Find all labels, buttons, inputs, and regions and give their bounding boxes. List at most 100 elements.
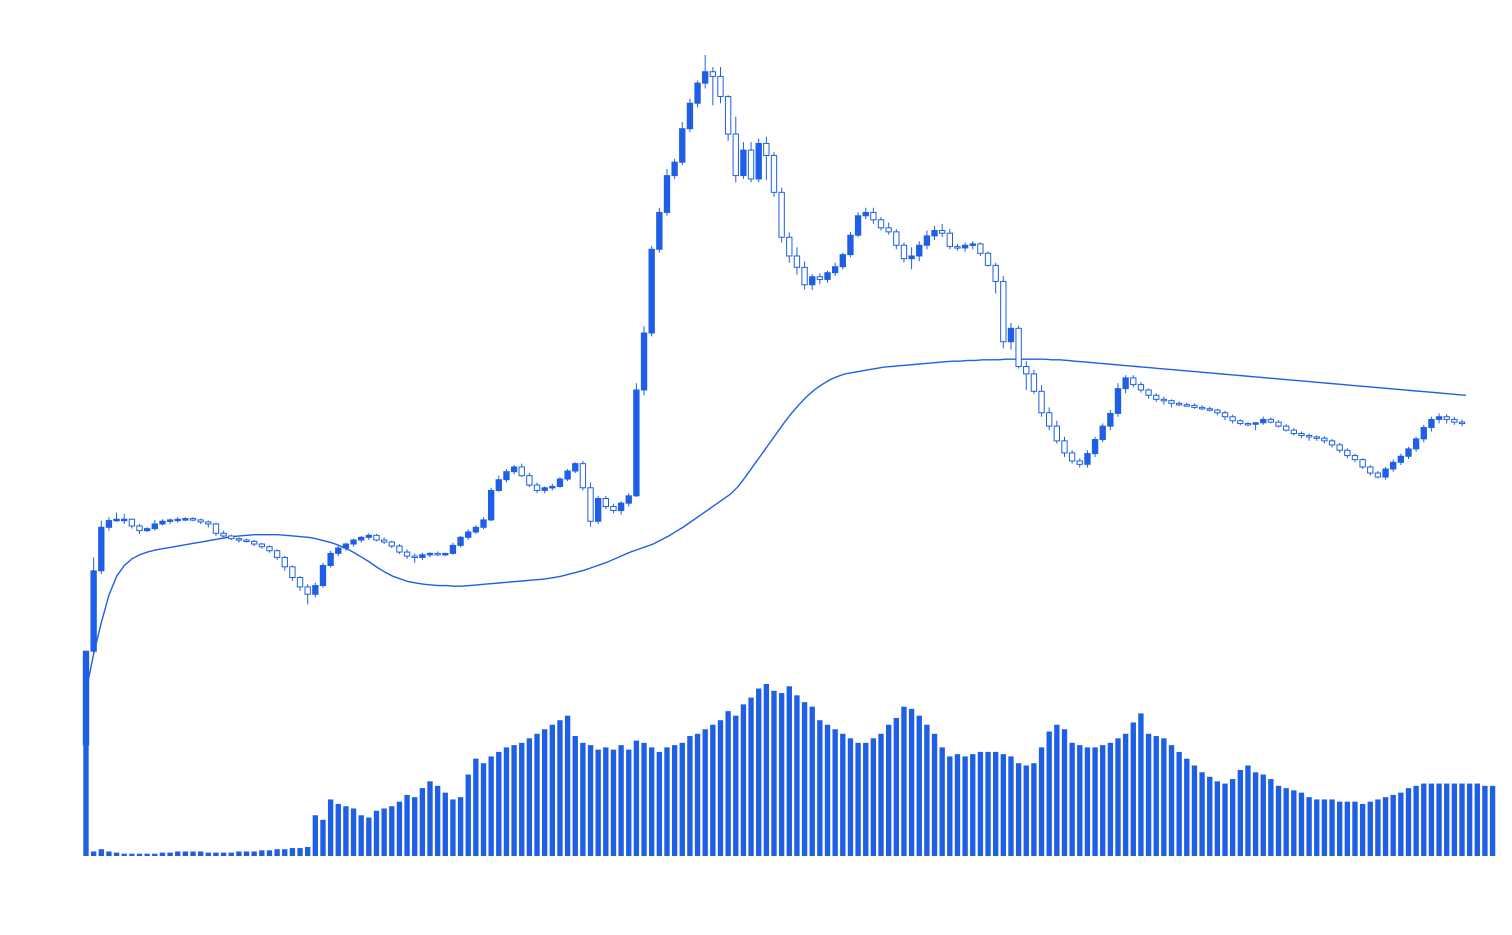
candle-body-up <box>740 149 747 177</box>
candle <box>1313 435 1320 441</box>
candle-body-down <box>1328 440 1336 446</box>
volume-bar <box>1390 794 1396 856</box>
candle <box>434 551 441 557</box>
candle-body-down <box>518 466 525 477</box>
volume-bar <box>1000 754 1007 856</box>
volume-bar <box>1199 772 1205 856</box>
candle <box>350 538 357 547</box>
candle-body-up <box>809 276 816 286</box>
candle-body-up <box>472 526 480 533</box>
candle <box>755 138 762 183</box>
candle <box>1221 410 1229 421</box>
candle-body-up <box>1084 453 1091 465</box>
volume-bar <box>618 745 624 856</box>
candle <box>1283 424 1290 432</box>
candle-body-down <box>526 475 533 486</box>
volume-bar <box>1191 765 1198 856</box>
volume-bar <box>419 788 426 856</box>
volume-bar <box>282 849 288 856</box>
volume-bar <box>1298 792 1305 856</box>
volume-bar <box>381 808 387 856</box>
candle-body-down <box>1023 366 1030 375</box>
volume-bar <box>404 794 410 856</box>
candle <box>136 523 143 534</box>
volume-bar <box>358 815 364 856</box>
volume-bar <box>587 745 594 856</box>
volume-bar <box>1061 729 1068 856</box>
candle <box>1328 438 1336 448</box>
candle-body-down <box>1076 460 1083 465</box>
candle <box>403 549 411 559</box>
volume-bar <box>259 850 265 856</box>
volume-bar <box>243 851 250 856</box>
volume-bar <box>778 693 785 856</box>
candle-body-down <box>977 243 984 254</box>
volume-bar <box>473 758 479 856</box>
volume-bar <box>1337 801 1343 856</box>
candle-body-up <box>319 564 327 587</box>
candle <box>954 243 961 251</box>
volume-bar <box>412 797 418 856</box>
candle-body-down <box>1206 408 1213 411</box>
candle <box>648 245 655 337</box>
candle-body-down <box>1015 327 1022 368</box>
candle-body-up <box>686 102 694 130</box>
volume-bar <box>687 736 693 856</box>
candle <box>243 538 250 543</box>
candle <box>90 557 97 655</box>
candle <box>916 241 923 262</box>
candle <box>1038 385 1045 417</box>
candle <box>228 534 235 541</box>
candle-body-down <box>1336 444 1343 451</box>
candle <box>510 464 518 475</box>
candle <box>809 274 816 291</box>
candle-body-down <box>1267 418 1275 423</box>
candle <box>342 542 350 551</box>
candle <box>778 187 785 243</box>
candle-body-down <box>1145 389 1152 396</box>
volume-bar <box>427 781 433 856</box>
candle-body-down <box>1443 416 1450 420</box>
volume-bar <box>1015 763 1022 856</box>
candle-body-up <box>595 497 602 522</box>
volume-bar <box>1344 801 1351 856</box>
candle-body-up <box>495 479 502 491</box>
candle <box>296 576 304 591</box>
candle <box>289 565 296 581</box>
candle-body-down <box>228 535 235 540</box>
candle-body-up <box>1412 438 1420 450</box>
candle-body-up <box>1428 418 1435 428</box>
volume-bar <box>1283 788 1289 856</box>
volume-bar <box>1482 785 1488 856</box>
candle <box>961 242 969 252</box>
candle-body-up <box>640 332 648 391</box>
candle <box>1397 453 1405 465</box>
candle-body-up <box>113 518 120 522</box>
candle <box>1367 464 1374 476</box>
candle <box>1321 436 1328 444</box>
candle <box>1390 459 1397 472</box>
candle <box>686 98 694 133</box>
candle-body-up <box>105 520 113 528</box>
volume-bar <box>182 851 189 856</box>
volume-bar <box>1023 765 1029 856</box>
volume-bar <box>1069 742 1075 856</box>
candle <box>786 232 793 263</box>
candle <box>442 552 449 557</box>
candle <box>1168 399 1175 408</box>
candle-body-down <box>243 539 250 543</box>
volume-bar <box>1176 751 1182 856</box>
candle <box>1145 388 1152 399</box>
volume-bar <box>366 817 372 856</box>
candle-body-down <box>273 550 281 558</box>
candle-body-up <box>174 518 181 522</box>
candle <box>1099 423 1106 443</box>
candle <box>1359 458 1366 469</box>
volume-bar <box>1100 745 1106 856</box>
candle <box>98 520 105 575</box>
volume-bar <box>1436 783 1442 856</box>
volume-bar <box>893 717 899 856</box>
volume-bar <box>641 742 647 856</box>
candle <box>595 495 602 524</box>
volume-bar <box>717 720 724 856</box>
